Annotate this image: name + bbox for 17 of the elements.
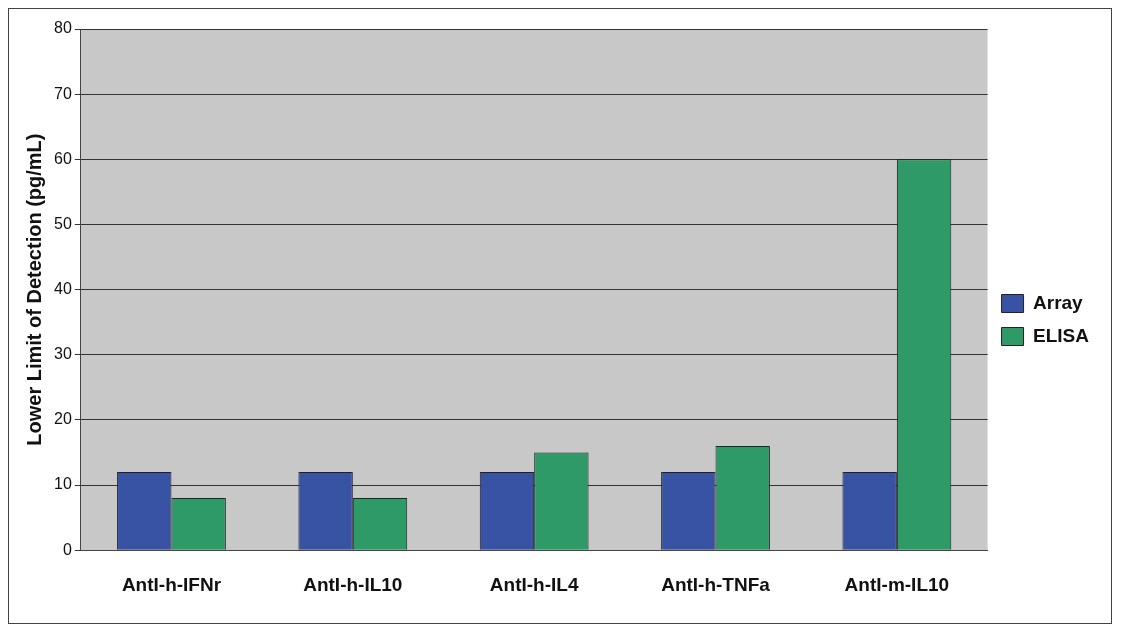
y-tick-label: 20 bbox=[54, 410, 72, 428]
x-tick-label: AntI-h-TNFa bbox=[661, 573, 771, 595]
x-tick-label: AntI-h-IL10 bbox=[303, 573, 403, 595]
y-tick-label: 30 bbox=[54, 345, 72, 363]
y-tick-label: 80 bbox=[54, 19, 72, 37]
x-tick-label: AntI-h-IFNr bbox=[121, 573, 222, 595]
y-axis-title: Lower Limit of Detection (pg/mL) bbox=[22, 133, 45, 446]
y-tick-label: 50 bbox=[54, 214, 72, 232]
y-tick-label: 40 bbox=[54, 280, 72, 298]
legend-label: Array bbox=[1033, 291, 1084, 313]
y-tick-label: 0 bbox=[62, 540, 72, 558]
y-tick-label: 60 bbox=[54, 149, 72, 167]
x-tick-label: AntI-h-IL4 bbox=[489, 573, 579, 595]
legend-label: ELISA bbox=[1033, 324, 1090, 346]
y-tick-label: 70 bbox=[54, 84, 72, 102]
y-tick-label: 10 bbox=[54, 475, 72, 493]
x-tick-label: AntI-m-IL10 bbox=[844, 573, 950, 595]
